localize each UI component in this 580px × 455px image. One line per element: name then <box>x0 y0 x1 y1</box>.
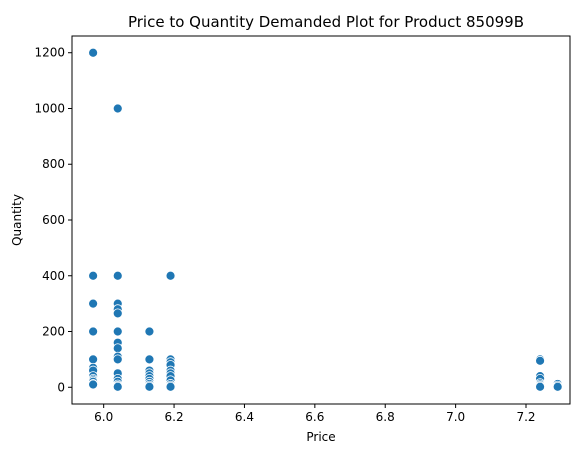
data-point <box>144 354 155 365</box>
y-tick-label: 1200 <box>34 46 65 60</box>
chart-title: Price to Quantity Demanded Plot for Prod… <box>128 13 524 31</box>
x-tick-label: 6.2 <box>165 410 184 424</box>
x-tick-label: 6.0 <box>94 410 113 424</box>
data-point <box>88 326 99 337</box>
data-point <box>144 326 155 337</box>
x-axis-label: Price <box>306 430 335 444</box>
data-point <box>88 379 99 390</box>
y-tick-label: 800 <box>42 157 65 171</box>
y-tick-label: 600 <box>42 213 65 227</box>
data-points <box>88 47 563 392</box>
data-point <box>112 343 123 354</box>
data-point <box>88 270 99 281</box>
data-point <box>552 381 563 392</box>
data-point <box>88 354 99 365</box>
data-point <box>112 381 123 392</box>
y-tick-label: 0 <box>57 380 65 394</box>
y-axis-ticks: 0 200 400 600 800 1000 1200 <box>34 46 72 394</box>
data-point <box>112 308 123 319</box>
data-point <box>112 270 123 281</box>
data-point <box>112 326 123 337</box>
y-axis-label: Quantity <box>10 194 24 246</box>
y-tick-label: 1000 <box>34 101 65 115</box>
x-axis-ticks: 6.0 6.2 6.4 6.6 6.8 7.0 7.2 <box>94 404 536 424</box>
x-tick-label: 6.8 <box>376 410 395 424</box>
data-point <box>112 354 123 365</box>
data-point <box>165 381 176 392</box>
y-tick-label: 400 <box>42 269 65 283</box>
x-tick-label: 6.6 <box>305 410 324 424</box>
data-point <box>88 298 99 309</box>
x-tick-label: 7.0 <box>446 410 465 424</box>
x-tick-label: 7.2 <box>516 410 535 424</box>
plot-frame <box>71 35 571 405</box>
data-point <box>165 270 176 281</box>
data-point <box>88 47 99 58</box>
data-point <box>112 103 123 114</box>
x-tick-label: 6.4 <box>235 410 254 424</box>
data-point <box>535 381 545 392</box>
y-tick-label: 200 <box>42 325 65 339</box>
data-point <box>144 381 155 392</box>
data-point <box>535 355 545 366</box>
